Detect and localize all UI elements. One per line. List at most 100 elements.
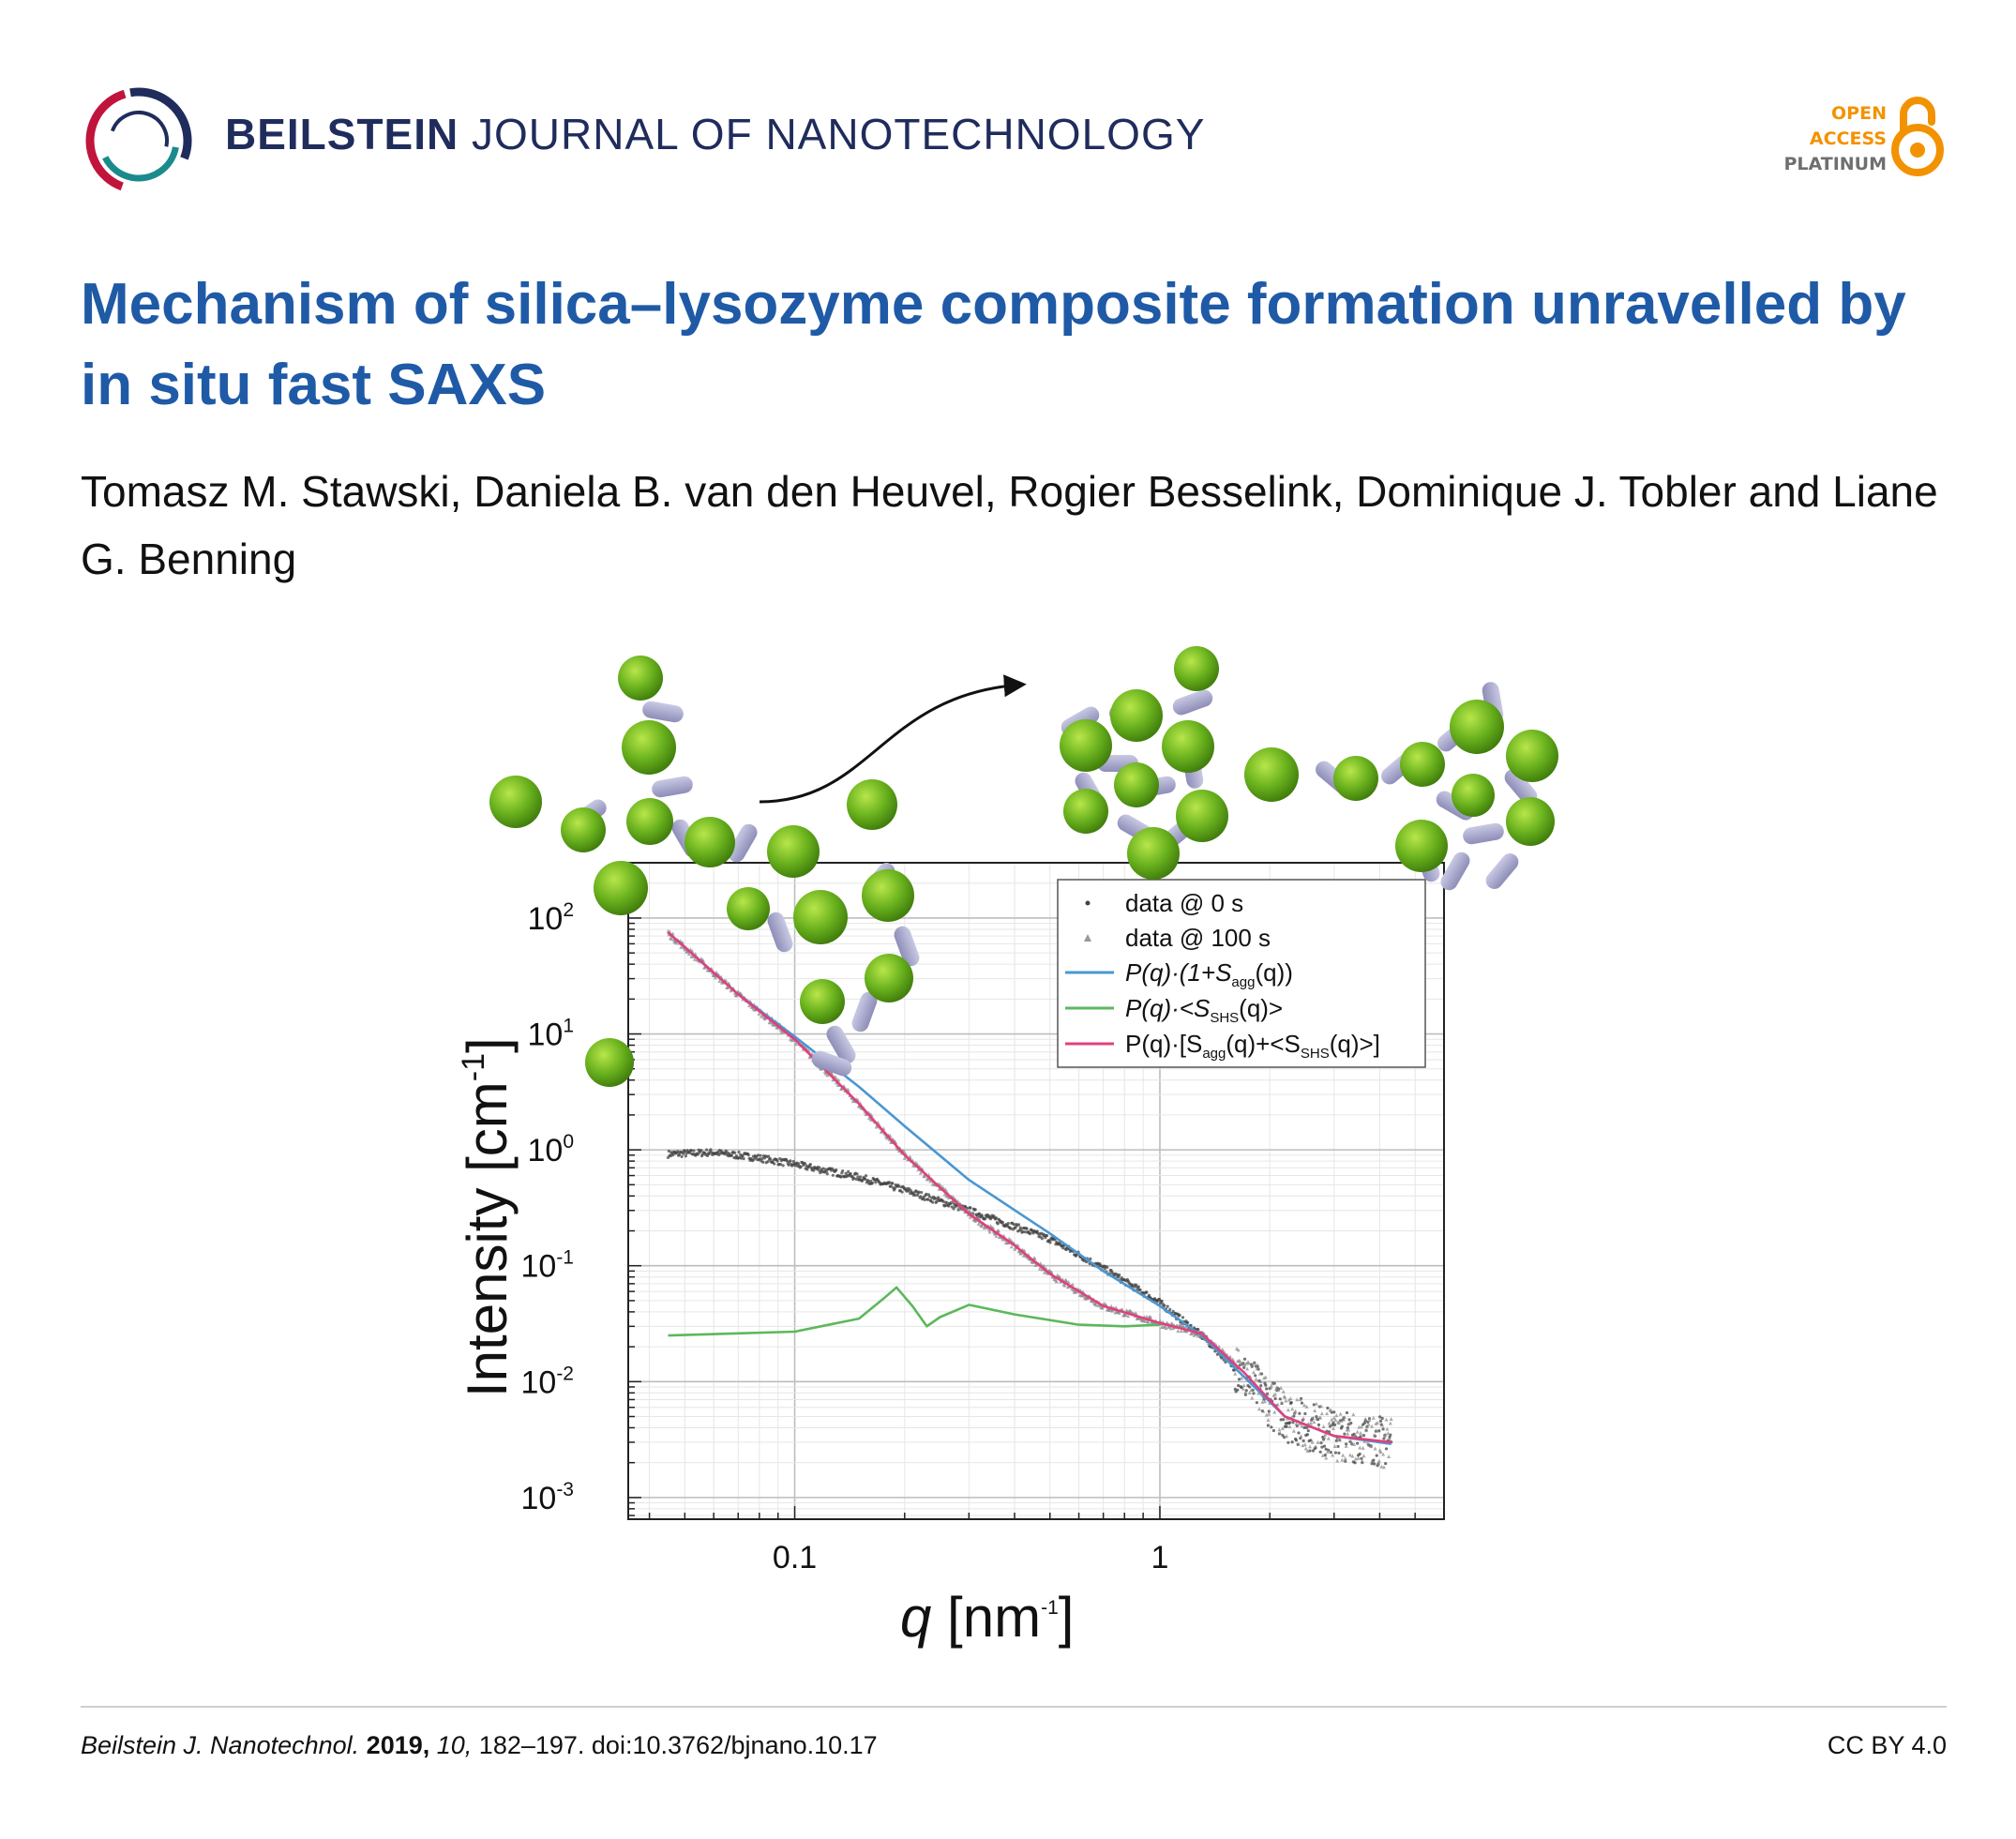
data-point [1389, 1417, 1393, 1422]
legend-label-data-0s: data @ 0 s [1125, 889, 1243, 917]
data-point [976, 1222, 981, 1227]
data-point [841, 1168, 845, 1173]
data-point [1331, 1425, 1335, 1430]
data-point [1331, 1415, 1336, 1420]
data-point [1274, 1384, 1279, 1389]
data-point [667, 1149, 670, 1153]
data-point [1146, 1319, 1151, 1324]
data-point [1306, 1428, 1310, 1433]
data-point [839, 1175, 843, 1179]
data-point [1054, 1279, 1059, 1284]
data-point [1342, 1414, 1347, 1419]
y-tick-label: 100 [527, 1131, 574, 1168]
data-point [769, 1020, 774, 1025]
data-point [1171, 1309, 1175, 1314]
data-point [705, 1148, 709, 1152]
data-point [1281, 1389, 1286, 1394]
data-point [1328, 1424, 1332, 1428]
data-point [677, 1153, 682, 1156]
data-point [1298, 1411, 1301, 1415]
data-point [1358, 1445, 1362, 1450]
data-point [1271, 1381, 1275, 1386]
data-point [919, 1195, 923, 1198]
data-point [997, 1229, 1001, 1233]
data-point [977, 1212, 982, 1215]
data-point [1019, 1228, 1023, 1231]
data-point [1300, 1424, 1304, 1428]
data-point [1016, 1223, 1021, 1227]
data-point [793, 1042, 798, 1047]
data-point [1040, 1237, 1044, 1241]
data-point [1284, 1398, 1288, 1403]
data-point [831, 1173, 835, 1177]
data-point [1091, 1299, 1095, 1304]
data-point [1285, 1434, 1289, 1439]
data-point [1168, 1307, 1172, 1311]
data-point [1241, 1386, 1245, 1391]
data-point [1303, 1446, 1308, 1451]
data-point [1014, 1226, 1017, 1229]
data-point [1249, 1388, 1254, 1393]
data-point [1375, 1428, 1379, 1433]
y-tick-label: 10-1 [520, 1247, 574, 1285]
graphical-abstract-figure: 0.1 1 102 101 100 10-1 10-2 10-3 q [nm-1] Inten… [456, 646, 1558, 1649]
data-point [781, 1164, 785, 1168]
data-point [1242, 1365, 1246, 1369]
data-point [956, 1208, 960, 1212]
data-point [1347, 1422, 1352, 1426]
data-point [1380, 1423, 1385, 1427]
data-point [1335, 1458, 1340, 1463]
data-point [1149, 1315, 1153, 1319]
data-point [1387, 1437, 1392, 1441]
data-point [1377, 1458, 1381, 1463]
data-point [1256, 1391, 1261, 1395]
data-point [1166, 1304, 1169, 1308]
data-point [1245, 1366, 1250, 1371]
data-point [1238, 1359, 1242, 1364]
series-3-line [668, 1286, 1161, 1337]
data-point [1021, 1229, 1025, 1234]
data-point [766, 1160, 770, 1164]
data-point [778, 1163, 783, 1167]
data-point [1160, 1299, 1164, 1303]
data-point [1181, 1324, 1186, 1329]
data-point [1316, 1440, 1320, 1444]
data-point [688, 1151, 692, 1154]
data-point [1311, 1449, 1316, 1453]
data-point [796, 1162, 801, 1166]
data-point [714, 975, 718, 980]
legend-item-data-0s: data @ 0 s [1085, 889, 1243, 917]
data-point [1179, 1328, 1183, 1333]
data-point [1254, 1377, 1258, 1381]
data-point [1337, 1437, 1342, 1441]
data-point [1318, 1450, 1322, 1454]
data-point [1256, 1363, 1260, 1367]
data-point [741, 1153, 745, 1157]
data-point [1303, 1411, 1307, 1416]
data-point [893, 1186, 897, 1190]
data-point [1319, 1411, 1324, 1416]
data-point [1359, 1430, 1363, 1435]
data-point [1163, 1304, 1166, 1307]
data-point [1277, 1427, 1282, 1432]
data-point [897, 1184, 901, 1188]
data-point [1273, 1392, 1278, 1396]
data-point [707, 1152, 711, 1155]
data-point [1089, 1257, 1092, 1260]
data-point [1323, 1432, 1328, 1437]
data-point [1331, 1453, 1335, 1457]
data-point [1258, 1379, 1263, 1384]
data-point [1329, 1408, 1333, 1412]
data-point [1241, 1383, 1246, 1388]
data-point [1295, 1397, 1300, 1402]
data-point [1380, 1416, 1384, 1421]
plot-ticks: 0.1 1 102 101 100 10-1 10-2 10-3 [520, 862, 1445, 1575]
data-point [1321, 1424, 1326, 1428]
data-point [1378, 1415, 1382, 1419]
data-point [994, 1233, 999, 1238]
data-point [1302, 1403, 1307, 1408]
data-point [1138, 1288, 1142, 1292]
data-point [1269, 1383, 1273, 1388]
legend-item-pink-model: P(q)·[Sagg(q)+<SSHS(q)>] [1065, 1030, 1380, 1062]
data-point [1066, 1279, 1071, 1284]
